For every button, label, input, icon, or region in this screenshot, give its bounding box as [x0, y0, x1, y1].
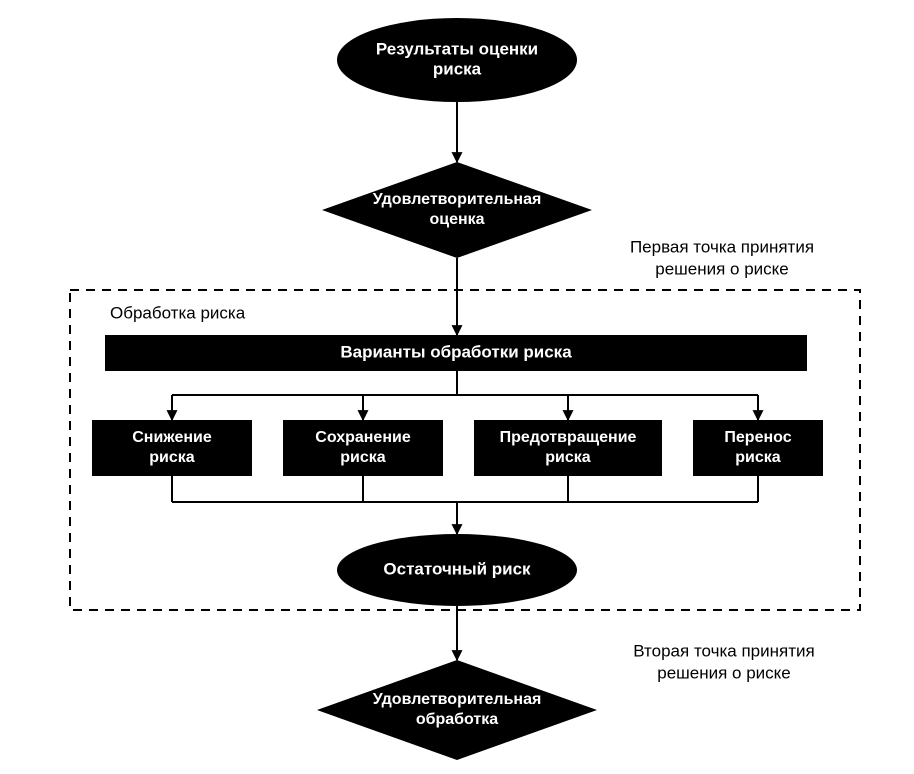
- flowchart: Обработка рискаРезультаты оценкирискаУдо…: [0, 0, 914, 774]
- label-first-decision-point: Первая точка принятия: [630, 237, 814, 256]
- label-first-decision-point: решения о риске: [655, 259, 789, 278]
- svg-text:риска: риска: [149, 449, 195, 466]
- svg-text:Удовлетворительная: Удовлетворительная: [373, 191, 542, 208]
- svg-text:Сохранение: Сохранение: [315, 429, 411, 446]
- svg-text:Предотвращение: Предотвращение: [500, 429, 637, 446]
- svg-text:Перенос: Перенос: [724, 429, 791, 446]
- node-satisfactory-processing: [317, 660, 597, 760]
- svg-text:риска: риска: [545, 449, 591, 466]
- svg-text:оценка: оценка: [429, 211, 484, 228]
- svg-text:Остаточный риск: Остаточный риск: [383, 559, 531, 578]
- svg-text:Результаты оценки: Результаты оценки: [376, 39, 538, 58]
- svg-text:риска: риска: [433, 59, 482, 78]
- label-second-decision-point: Вторая точка принятия: [633, 641, 814, 660]
- node-satisfactory-assessment: [322, 162, 592, 258]
- svg-text:Удовлетворительная: Удовлетворительная: [373, 691, 542, 708]
- label-second-decision-point: решения о риске: [657, 663, 791, 682]
- svg-text:Снижение: Снижение: [132, 429, 212, 446]
- risk-processing-title: Обработка риска: [110, 303, 246, 322]
- svg-text:Варианты обработки риска: Варианты обработки риска: [340, 342, 572, 361]
- svg-text:риска: риска: [735, 449, 781, 466]
- svg-text:риска: риска: [340, 449, 386, 466]
- svg-text:обработка: обработка: [416, 711, 498, 728]
